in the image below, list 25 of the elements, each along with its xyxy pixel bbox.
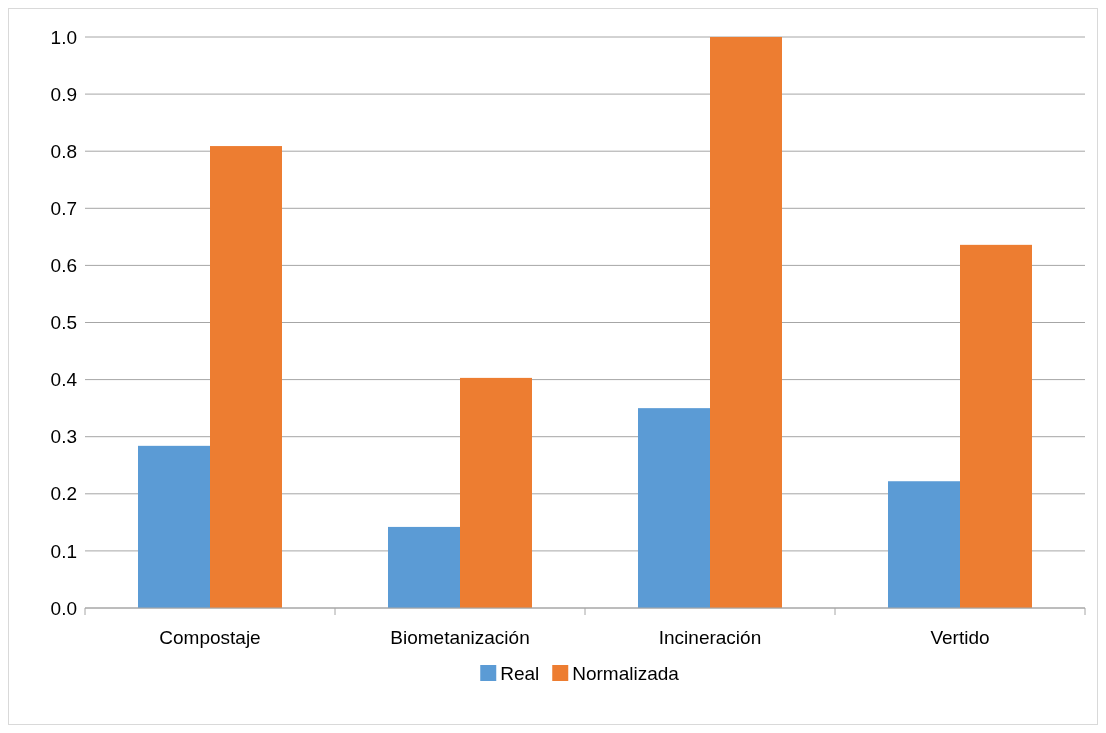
legend-label: Normalizada bbox=[572, 662, 680, 684]
y-tick-label: 0.8 bbox=[50, 140, 77, 162]
bar bbox=[710, 37, 782, 608]
bar bbox=[638, 408, 710, 608]
y-tick-label: 0.6 bbox=[50, 255, 77, 277]
y-tick-label: 0.0 bbox=[50, 597, 77, 619]
legend-label: Real bbox=[500, 662, 540, 684]
x-tick-label: Compostaje bbox=[159, 627, 261, 648]
bar bbox=[888, 481, 960, 608]
x-tick-label: Vertido bbox=[930, 627, 990, 648]
y-tick-label: 0.3 bbox=[50, 426, 77, 448]
x-tick-label: Incineración bbox=[658, 627, 762, 648]
bar bbox=[460, 377, 532, 608]
bar bbox=[960, 244, 1032, 608]
x-tick-label: Biometanización bbox=[390, 627, 530, 648]
y-tick-label: 0.1 bbox=[50, 540, 77, 562]
y-tick-label: 0.5 bbox=[50, 312, 77, 334]
bar bbox=[138, 445, 210, 608]
y-tick-label: 1.0 bbox=[50, 26, 77, 48]
bar bbox=[388, 526, 460, 608]
y-tick-label: 0.9 bbox=[50, 83, 77, 105]
bar bbox=[210, 146, 282, 608]
y-tick-label: 0.7 bbox=[50, 197, 77, 219]
y-tick-label: 0.2 bbox=[50, 483, 77, 505]
y-tick-label: 0.4 bbox=[50, 369, 78, 391]
